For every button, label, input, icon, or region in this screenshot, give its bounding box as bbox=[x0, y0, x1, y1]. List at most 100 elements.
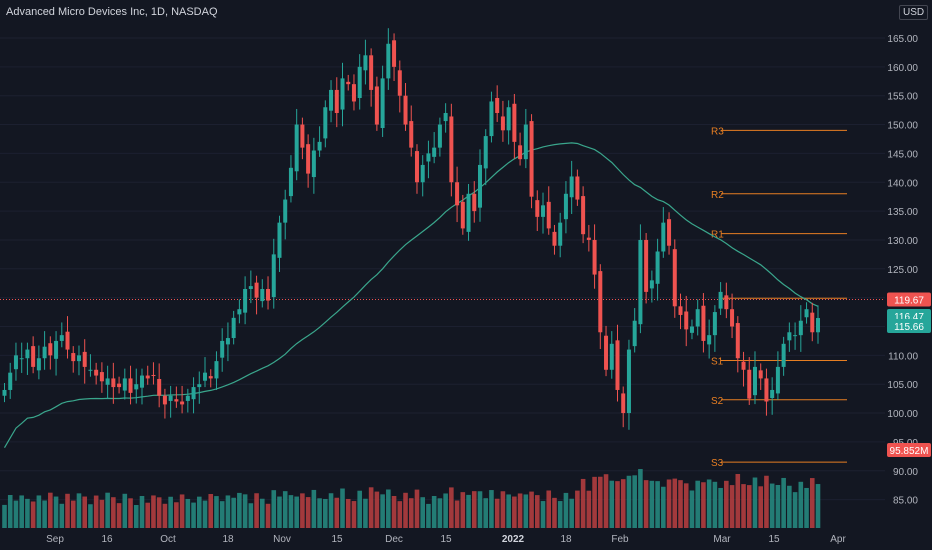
candle bbox=[781, 336, 786, 376]
volume-bar bbox=[139, 495, 145, 528]
candle bbox=[638, 224, 643, 334]
candle-body bbox=[122, 378, 127, 391]
volume-bar bbox=[489, 490, 494, 528]
volume-bar bbox=[729, 485, 735, 528]
volume-bar bbox=[88, 504, 93, 528]
candle-body bbox=[804, 309, 809, 318]
candle bbox=[541, 192, 546, 234]
volume-bar bbox=[764, 475, 769, 528]
candle bbox=[649, 270, 654, 303]
volume-bar bbox=[638, 469, 643, 528]
candle-body bbox=[512, 103, 517, 142]
candle bbox=[88, 354, 93, 377]
volume-bar bbox=[437, 498, 443, 528]
volume-bar bbox=[534, 495, 540, 528]
candle-body bbox=[592, 239, 597, 275]
candle bbox=[512, 93, 517, 159]
candle bbox=[604, 325, 609, 377]
candle bbox=[323, 100, 328, 148]
volume-bar bbox=[25, 498, 30, 528]
volume-bar bbox=[196, 496, 202, 528]
candle bbox=[8, 362, 13, 399]
candle-body bbox=[764, 378, 769, 402]
volume-bar bbox=[666, 479, 672, 528]
volume-bar bbox=[672, 478, 678, 528]
volume-bar bbox=[185, 498, 191, 528]
volume-bars bbox=[2, 469, 821, 528]
price-tick-label: 155.00 bbox=[887, 92, 918, 103]
candle-body bbox=[88, 369, 93, 371]
volume-bar bbox=[494, 498, 500, 528]
candle-body bbox=[546, 201, 551, 229]
volume-bar bbox=[219, 501, 225, 528]
candle-body bbox=[208, 376, 213, 379]
time-tick-label: Mar bbox=[713, 534, 731, 545]
volume-bar bbox=[471, 491, 477, 528]
candle bbox=[151, 362, 156, 385]
volume-bar bbox=[391, 495, 397, 528]
last-price-ext-label-text: 115.66 bbox=[894, 322, 924, 333]
candle bbox=[208, 369, 213, 388]
candle-body bbox=[283, 199, 288, 223]
candle-body bbox=[162, 395, 167, 405]
candle-body bbox=[380, 78, 385, 129]
price-tick-label: 90.00 bbox=[893, 467, 918, 478]
volume-bar bbox=[305, 497, 311, 528]
candle bbox=[248, 270, 253, 304]
candle-body bbox=[197, 384, 202, 388]
volume-bar bbox=[214, 496, 219, 528]
volume-bar bbox=[701, 482, 706, 528]
volume-bar bbox=[598, 476, 603, 528]
volume-bar bbox=[449, 487, 454, 528]
candle bbox=[592, 224, 597, 289]
volume-bar bbox=[580, 478, 586, 528]
volume-bar bbox=[368, 487, 374, 528]
candle bbox=[455, 166, 460, 223]
volume-label: 95.852M bbox=[887, 442, 931, 457]
candle-body bbox=[770, 389, 775, 399]
volume-bar bbox=[36, 495, 42, 528]
price-tick-label: 85.00 bbox=[893, 496, 918, 507]
candle bbox=[500, 100, 505, 142]
candle-body bbox=[632, 320, 637, 347]
volume-bar bbox=[42, 500, 47, 528]
candle bbox=[414, 144, 419, 194]
candle bbox=[82, 339, 87, 384]
candle bbox=[747, 357, 752, 405]
volume-bar bbox=[122, 493, 128, 528]
volume-bar bbox=[403, 492, 408, 528]
candle bbox=[329, 80, 334, 123]
candle bbox=[76, 345, 81, 376]
candle-body bbox=[758, 370, 763, 379]
volume-bar bbox=[523, 494, 529, 528]
candle bbox=[99, 362, 104, 393]
volume-bar bbox=[603, 474, 609, 528]
volume-bar bbox=[374, 491, 380, 528]
time-tick-label: 2022 bbox=[502, 534, 525, 545]
candle bbox=[752, 351, 757, 405]
volume-bar bbox=[277, 496, 282, 528]
pivot-level-label: R2 bbox=[711, 190, 724, 201]
volume-bar bbox=[649, 480, 655, 528]
candle-body bbox=[42, 346, 47, 359]
candle-body bbox=[689, 326, 694, 333]
volume-bar bbox=[557, 501, 563, 528]
candle-body bbox=[558, 222, 563, 246]
candle bbox=[231, 310, 236, 345]
volume-bar bbox=[65, 493, 70, 528]
candle bbox=[220, 328, 225, 372]
candle-body bbox=[363, 55, 368, 71]
candle bbox=[626, 339, 631, 430]
candle bbox=[409, 105, 414, 157]
candle bbox=[363, 39, 368, 85]
price-tick-label: 100.00 bbox=[887, 409, 918, 420]
candle-body bbox=[741, 361, 746, 370]
candle bbox=[105, 365, 110, 399]
volume-bar bbox=[105, 492, 110, 528]
volume-bar bbox=[48, 492, 53, 528]
volume-bar bbox=[323, 498, 328, 528]
volume-bar bbox=[225, 495, 231, 528]
candle-body bbox=[386, 43, 391, 79]
currency-selector[interactable]: USD bbox=[899, 5, 929, 20]
